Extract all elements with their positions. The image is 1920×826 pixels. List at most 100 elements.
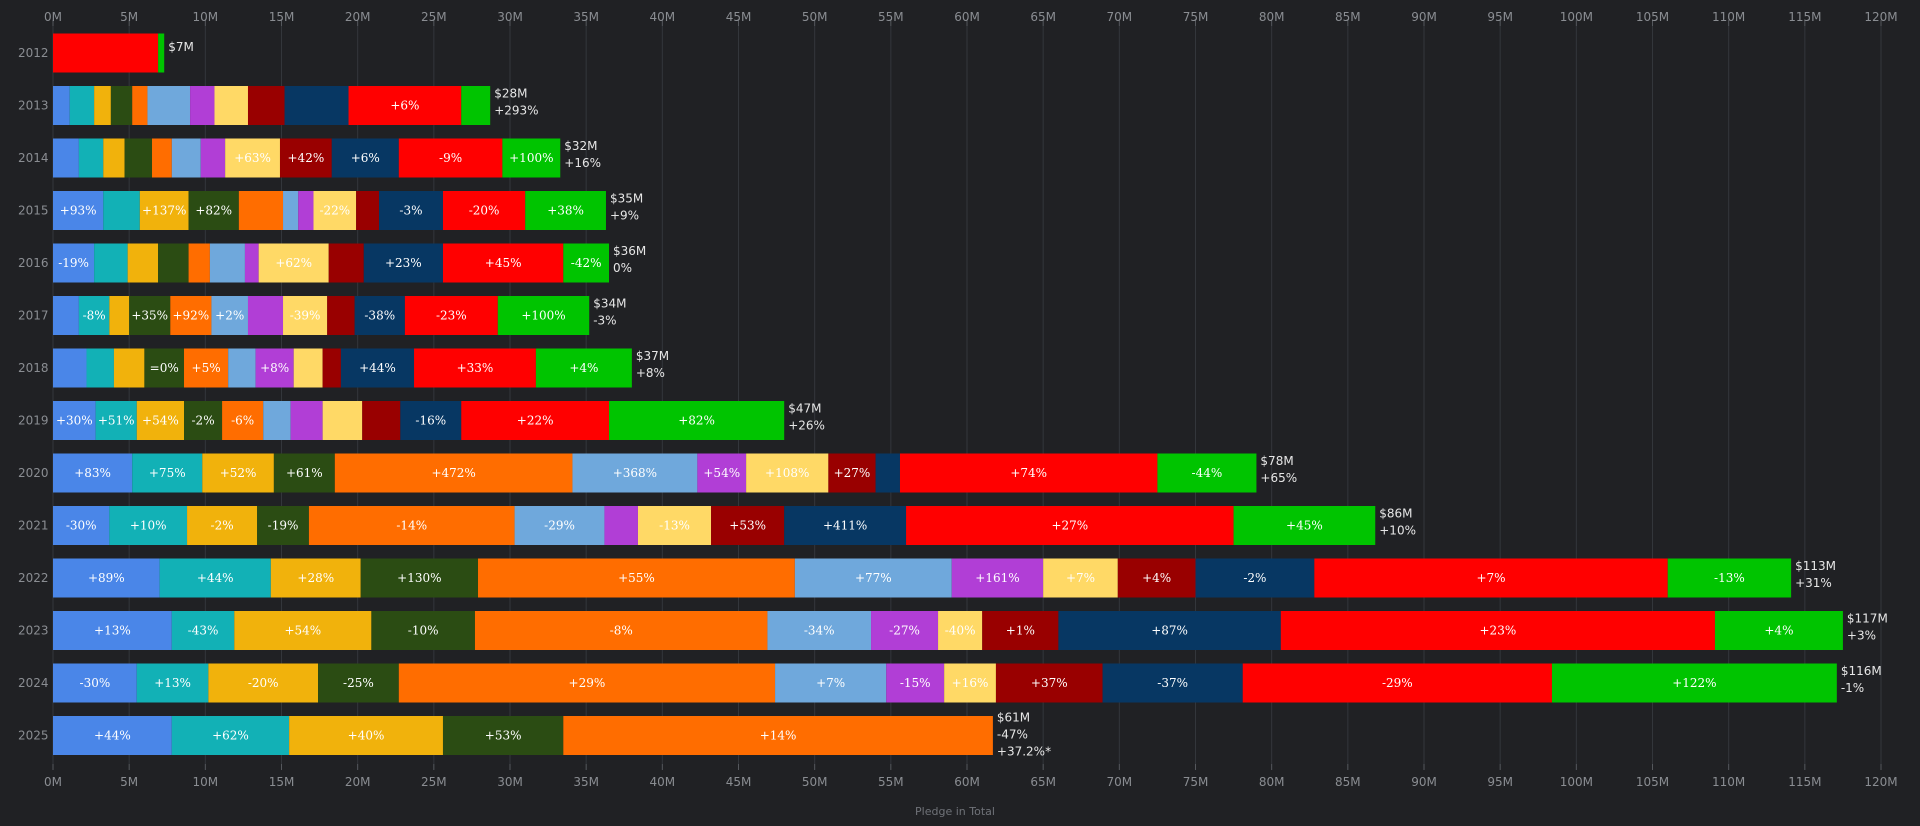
bar-segment[interactable] (318, 663, 399, 703)
bar-segment[interactable] (331, 138, 399, 178)
bar-segment[interactable] (995, 663, 1103, 703)
bar-segment[interactable] (132, 86, 148, 125)
bar-segment[interactable] (404, 296, 498, 335)
bar-segment[interactable] (188, 243, 210, 283)
bar-segment[interactable] (283, 296, 328, 335)
bar-segment[interactable] (273, 453, 335, 493)
bar-segment[interactable] (711, 506, 785, 545)
bar-segment[interactable] (502, 138, 561, 178)
bar-segment[interactable] (159, 558, 271, 598)
bar-segment[interactable] (95, 401, 137, 440)
bar-segment[interactable] (184, 348, 229, 388)
bar-segment[interactable] (474, 611, 768, 650)
bar-segment[interactable] (1195, 558, 1315, 598)
bar-segment[interactable] (348, 86, 462, 125)
bar-segment[interactable] (78, 138, 104, 178)
bar-segment[interactable] (147, 86, 191, 125)
bar-segment[interactable] (184, 401, 223, 440)
bar-segment[interactable] (171, 716, 290, 755)
bar-segment[interactable] (53, 138, 79, 178)
bar-segment[interactable] (1280, 611, 1715, 650)
bar-segment[interactable] (398, 138, 503, 178)
bar-segment[interactable] (1242, 663, 1552, 703)
bar-segment[interactable] (313, 191, 357, 230)
bar-segment[interactable] (214, 86, 248, 125)
bar-segment[interactable] (1102, 663, 1243, 703)
bar-segment[interactable] (158, 33, 165, 73)
bar-segment[interactable] (132, 453, 203, 493)
bar-segment[interactable] (202, 453, 274, 493)
bar-segment[interactable] (124, 138, 153, 178)
bar-segment[interactable] (94, 86, 111, 125)
bar-segment[interactable] (209, 243, 245, 283)
bar-segment[interactable] (293, 348, 323, 388)
bar-segment[interactable] (53, 243, 95, 283)
bar-segment[interactable] (190, 86, 215, 125)
bar-segment[interactable] (152, 138, 172, 178)
bar-segment[interactable] (886, 663, 945, 703)
bar-segment[interactable] (875, 453, 900, 493)
bar-segment[interactable] (572, 453, 698, 493)
bar-segment[interactable] (906, 506, 1234, 545)
bar-segment[interactable] (53, 453, 133, 493)
bar-segment[interactable] (525, 191, 606, 230)
bar-segment[interactable] (225, 138, 280, 178)
bar-segment[interactable] (944, 663, 996, 703)
bar-segment[interactable] (1714, 611, 1843, 650)
bar-segment[interactable] (514, 506, 605, 545)
bar-segment[interactable] (136, 663, 209, 703)
bar-segment[interactable] (362, 401, 401, 440)
bar-segment[interactable] (53, 506, 110, 545)
bar-segment[interactable] (535, 348, 632, 388)
bar-segment[interactable] (1117, 558, 1196, 598)
bar-segment[interactable] (94, 243, 128, 283)
bar-segment[interactable] (228, 348, 256, 388)
bar-segment[interactable] (1043, 558, 1118, 598)
bar-segment[interactable] (247, 86, 285, 125)
bar-segment[interactable] (127, 243, 159, 283)
bar-segment[interactable] (604, 506, 638, 545)
bar-segment[interactable] (53, 296, 79, 335)
bar-segment[interactable] (328, 243, 364, 283)
bar-segment[interactable] (609, 401, 785, 440)
bar-segment[interactable] (938, 611, 983, 650)
bar-segment[interactable] (354, 296, 405, 335)
bar-segment[interactable] (442, 191, 526, 230)
bar-segment[interactable] (53, 86, 70, 125)
bar-segment[interactable] (290, 401, 323, 440)
bar-segment[interactable] (746, 453, 829, 493)
bar-segment[interactable] (1667, 558, 1792, 598)
bar-segment[interactable] (327, 296, 355, 335)
bar-segment[interactable] (784, 506, 907, 545)
bar-segment[interactable] (697, 453, 747, 493)
bar-segment[interactable] (871, 611, 939, 650)
bar-segment[interactable] (53, 348, 87, 388)
bar-segment[interactable] (53, 558, 160, 598)
bar-segment[interactable] (284, 86, 349, 125)
bar-segment[interactable] (86, 348, 114, 388)
bar-segment[interactable] (563, 716, 993, 755)
bar-segment[interactable] (144, 348, 185, 388)
bar-segment[interactable] (400, 401, 462, 440)
bar-segment[interactable] (103, 138, 125, 178)
bar-segment[interactable] (53, 33, 159, 73)
bar-segment[interactable] (222, 401, 264, 440)
bar-segment[interactable] (258, 243, 329, 283)
bar-segment[interactable] (53, 191, 104, 230)
bar-segment[interactable] (188, 191, 239, 230)
bar-segment[interactable] (53, 611, 172, 650)
bar-segment[interactable] (53, 401, 96, 440)
bar-segment[interactable] (1157, 453, 1257, 493)
bar-segment[interactable] (951, 558, 1044, 598)
bar-segment[interactable] (828, 453, 876, 493)
bar-segment[interactable] (103, 191, 140, 230)
bar-segment[interactable] (378, 191, 443, 230)
bar-segment[interactable] (283, 191, 299, 230)
bar-segment[interactable] (563, 243, 610, 283)
bar-segment[interactable] (899, 453, 1158, 493)
bar-segment[interactable] (289, 716, 443, 755)
bar-segment[interactable] (170, 296, 212, 335)
bar-segment[interactable] (334, 453, 573, 493)
bar-segment[interactable] (238, 191, 284, 230)
bar-segment[interactable] (129, 296, 171, 335)
